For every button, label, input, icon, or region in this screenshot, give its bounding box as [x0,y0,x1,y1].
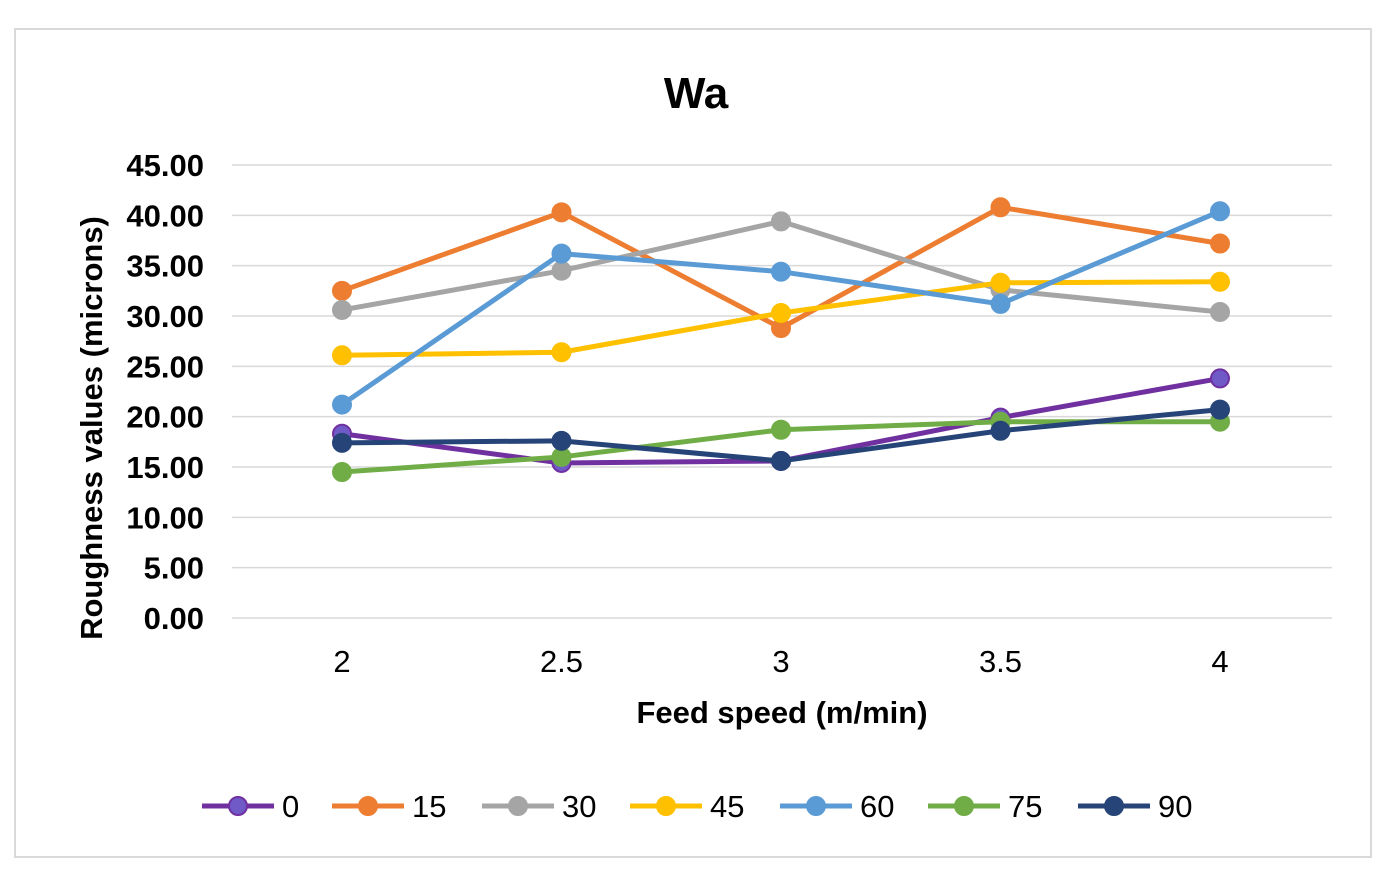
data-point [332,394,352,415]
y-tick-label: 20.00 [126,400,204,435]
legend-marker [1104,796,1124,816]
line-chart: Wa 0.00 5.00 10.00 15.00 20.00 25.00 30.00 35.0… [74,69,1332,824]
data-point [332,299,352,320]
x-tick-label: 3 [772,644,789,679]
data-point [771,419,791,440]
data-point [332,280,352,301]
legend-label: 0 [282,789,299,824]
data-point [771,261,791,282]
data-point [990,293,1011,314]
data-point [332,432,352,453]
data-point [551,342,572,363]
chart-title: Wa [664,69,729,118]
data-point [332,462,352,483]
y-tick-label: 15.00 [126,450,204,485]
chart-frame: Wa 0.00 5.00 10.00 15.00 20.00 25.00 30.00 35.0… [14,28,1372,858]
y-tick-label: 0.00 [144,601,204,636]
legend-marker [228,796,248,816]
legend-marker [954,796,974,816]
data-point [551,202,572,223]
legend-entry-90: 90 [1078,789,1192,824]
y-axis-label: Roughness values (microns) [74,216,109,640]
series-90 [332,399,1230,471]
data-point [1210,399,1230,420]
data-point [771,450,791,471]
legend-entry-45: 45 [630,789,744,824]
data-point [551,260,572,281]
legend-marker [508,796,528,816]
series-15 [332,197,1230,339]
legend-label: 15 [412,789,446,824]
legend-marker [806,796,826,816]
data-point [332,345,352,366]
data-point [1210,201,1230,222]
x-axis-tick-labels: 2 2.5 3 3.5 4 [333,644,1228,679]
legend-label: 90 [1158,789,1192,824]
legend: 0 15 30 45 60 75 90 [202,789,1192,824]
legend-label: 30 [562,789,596,824]
y-tick-label: 30.00 [126,299,204,334]
series-30 [332,211,1230,322]
legend-entry-75: 75 [928,789,1042,824]
data-point [551,243,572,264]
data-point [990,197,1011,218]
legend-entry-30: 30 [482,789,596,824]
data-point [771,211,791,232]
data-point [1210,368,1230,389]
series-layer [332,197,1230,483]
x-tick-label: 4 [1211,644,1228,679]
series-60 [332,201,1230,415]
legend-entry-60: 60 [780,789,894,824]
legend-label: 60 [860,789,894,824]
legend-entry-0: 0 [202,789,299,824]
y-tick-label: 25.00 [126,349,204,384]
legend-entry-15: 15 [332,789,446,824]
y-tick-label: 10.00 [126,500,204,535]
data-point [551,430,572,451]
data-point [771,302,791,323]
data-point [1210,301,1230,322]
y-axis-tick-labels: 0.00 5.00 10.00 15.00 20.00 25.00 30.00 35.00 40… [126,148,204,636]
series-45 [332,271,1230,366]
y-tick-label: 5.00 [144,551,204,586]
x-tick-label: 3.5 [979,644,1022,679]
x-axis-label: Feed speed (m/min) [636,695,927,730]
y-tick-label: 35.00 [126,249,204,284]
data-point [1210,271,1230,292]
legend-marker [358,796,378,816]
legend-marker [656,796,676,816]
data-point [990,272,1011,293]
y-tick-label: 45.00 [126,148,204,183]
data-point [990,420,1011,441]
x-tick-label: 2 [333,644,350,679]
y-tick-label: 40.00 [126,198,204,233]
data-point [1210,233,1230,254]
legend-label: 75 [1008,789,1042,824]
x-tick-label: 2.5 [540,644,583,679]
legend-label: 45 [710,789,744,824]
